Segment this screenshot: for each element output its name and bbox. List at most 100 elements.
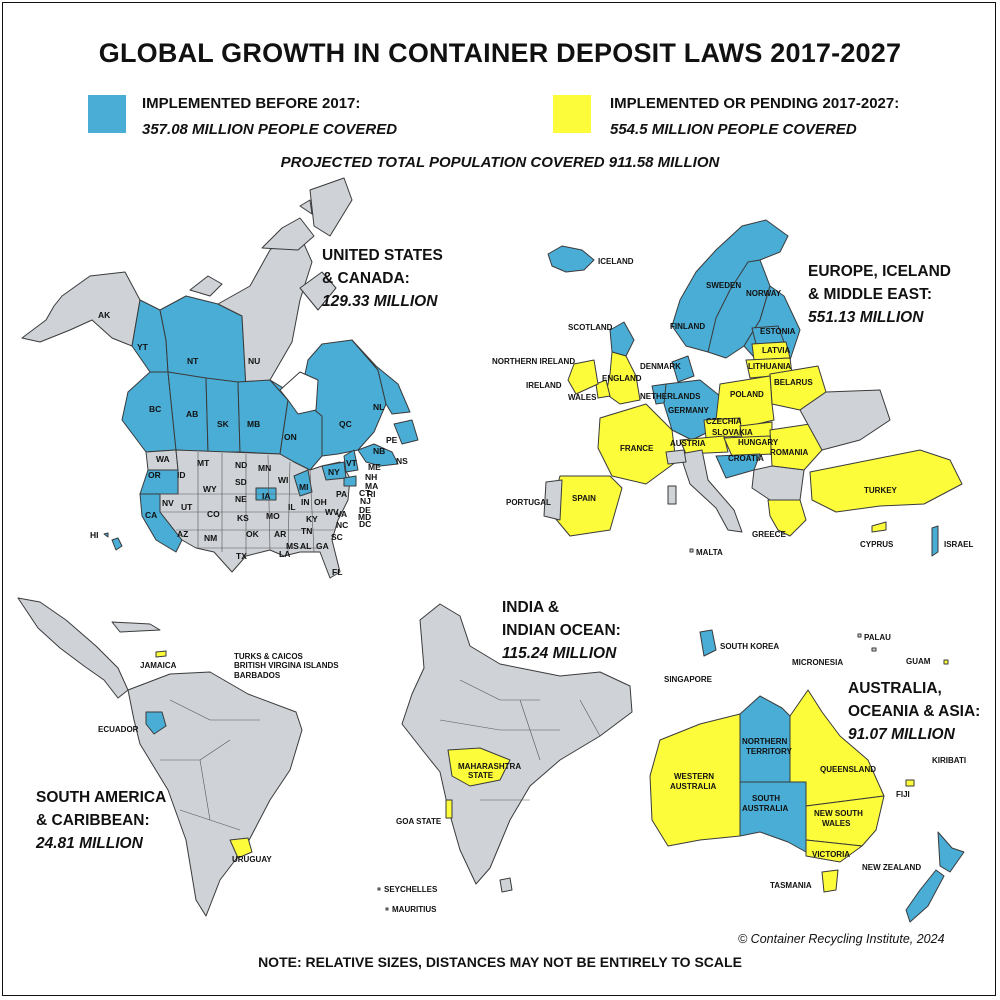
- cyprus-shape: [871, 521, 887, 533]
- denmark-shape: [671, 355, 695, 383]
- label-la: LA: [279, 549, 290, 559]
- india-shape: [401, 603, 633, 885]
- label-vt: VT: [346, 458, 358, 468]
- label-ireland: IRELAND: [526, 381, 562, 390]
- label-finland: FINLAND: [670, 322, 705, 331]
- label-sweden: SWEDEN: [706, 281, 741, 290]
- label-romania: ROMANIA: [770, 448, 808, 457]
- nsw-shape: [805, 795, 885, 847]
- alaska-shape: [21, 271, 141, 347]
- region-sa-line2: & CARIBBEAN:: [36, 812, 150, 829]
- label-mb: MB: [247, 419, 260, 429]
- label-ecuador: ECUADOR: [98, 725, 139, 734]
- asia-labels: SOUTH KOREA PALAU MICRONESIA GUAM SINGAP…: [664, 633, 966, 890]
- label-wa: WA: [156, 454, 170, 464]
- india-map: [377, 603, 633, 911]
- label-nl: NL: [373, 402, 384, 412]
- queensland-shape: [789, 689, 885, 807]
- region-australia: AUSTRALIA, OCEANIA & ASIA: 91.07 MILLION: [848, 677, 980, 746]
- label-nb: NB: [373, 446, 385, 456]
- label-netherlands: NETHERLANDS: [640, 392, 701, 401]
- label-pe: PE: [386, 435, 398, 445]
- region-au-line2: OCEANIA & ASIA:: [848, 703, 981, 720]
- label-nh: NH: [365, 472, 377, 482]
- label-va: VA: [336, 509, 347, 519]
- nz-south-shape: [905, 869, 945, 923]
- label-nj: NJ: [360, 496, 371, 506]
- label-ri: RI: [367, 489, 376, 499]
- label-czechia: CZECHIA: [706, 417, 742, 426]
- label-bc: BC: [149, 404, 161, 414]
- us-state-lines: [160, 452, 336, 556]
- label-ut: UT: [181, 502, 193, 512]
- sk-shape: [205, 377, 241, 453]
- label-ak: AK: [98, 310, 111, 320]
- label-dc: DC: [359, 519, 371, 529]
- malta-shape: [689, 548, 694, 553]
- legend-pending-line2: 554.5 MILLION PEOPLE COVERED: [610, 121, 857, 138]
- label-fiji: FIJI: [896, 790, 910, 799]
- label-nd: ND: [235, 460, 247, 470]
- region-na-line1: UNITED STATES: [322, 247, 443, 264]
- arctic-island-3: [299, 271, 337, 311]
- label-de: DE: [359, 505, 371, 515]
- sardinia-shape: [667, 485, 677, 505]
- austria-shape: [679, 435, 729, 455]
- label-maharashtra-state: STATE: [468, 771, 494, 780]
- turkey-shape: [809, 449, 963, 513]
- label-turkey: TURKEY: [864, 486, 898, 495]
- label-barbados: BARBADOS: [234, 671, 281, 680]
- label-tn: TN: [301, 526, 312, 536]
- wales-shape: [595, 379, 611, 399]
- iceland-shape: [547, 245, 595, 273]
- label-al: AL: [300, 541, 311, 551]
- region-na-value: 129.33 MILLION: [322, 293, 438, 310]
- australia-map: [649, 629, 965, 923]
- region-sa-line1: SOUTH AMERICA: [36, 789, 167, 806]
- france-shape: [597, 403, 677, 485]
- ecuador-shape: [145, 711, 167, 735]
- legend-swatch-pending: [553, 95, 591, 133]
- hi-shape: [111, 537, 123, 551]
- region-sa-value: 24.81 MILLION: [36, 835, 143, 852]
- label-denmark: DENMARK: [640, 362, 681, 371]
- label-cyprus: CYPRUS: [860, 540, 894, 549]
- label-south: SOUTH: [752, 794, 780, 803]
- label-az: AZ: [177, 529, 188, 539]
- greece-shape: [767, 499, 807, 537]
- label-ma: MA: [365, 481, 378, 491]
- label-singapore: SINGAPORE: [664, 675, 713, 684]
- region-india-line2: INDIAN OCEAN:: [502, 622, 621, 639]
- victoria-shape: [805, 839, 863, 863]
- mauritius-dot: [385, 907, 389, 911]
- label-ok: OK: [246, 529, 260, 539]
- india-labels: MAHARASHTRA STATE GOA STATE SEYCHELLES M…: [384, 762, 521, 914]
- scotland-shape: [609, 321, 635, 357]
- scale-note: NOTE: RELATIVE SIZES, DISTANCES MAY NOT …: [258, 954, 742, 970]
- label-mauritius: MAURITIUS: [392, 905, 437, 914]
- south-america-labels: JAMAICA TURKS & CAICOS BRITISH VIRGINA I…: [98, 652, 339, 864]
- label-nc: NC: [336, 520, 348, 530]
- label-ne: NE: [235, 494, 247, 504]
- region-na-line2: & CANADA:: [322, 270, 410, 287]
- nz-north-shape: [937, 831, 965, 873]
- goa-shape: [445, 799, 453, 819]
- label-ga: GA: [316, 541, 329, 551]
- label-on: ON: [284, 432, 297, 442]
- label-uruguay: URUGUAY: [232, 855, 272, 864]
- label-pa: PA: [336, 489, 347, 499]
- jamaica-shape: [155, 650, 167, 658]
- label-ns: NS: [396, 456, 408, 466]
- fiji-shape: [905, 779, 915, 787]
- nunavut-shape: [217, 225, 313, 389]
- label-queensland: QUEENSLAND: [820, 765, 876, 774]
- label-id: ID: [177, 470, 186, 480]
- label-turks-caicos: TURKS & CAICOS: [234, 652, 304, 661]
- label-seychelles: SEYCHELLES: [384, 885, 438, 894]
- label-belarus: BELARUS: [774, 378, 813, 387]
- label-norway: NORWAY: [746, 289, 782, 298]
- label-micronesia: MICRONESIA: [792, 658, 843, 667]
- newfoundland-island: [393, 419, 419, 445]
- label-northern-ireland: NORTHERN IRELAND: [492, 357, 575, 366]
- label-mt: MT: [197, 458, 210, 468]
